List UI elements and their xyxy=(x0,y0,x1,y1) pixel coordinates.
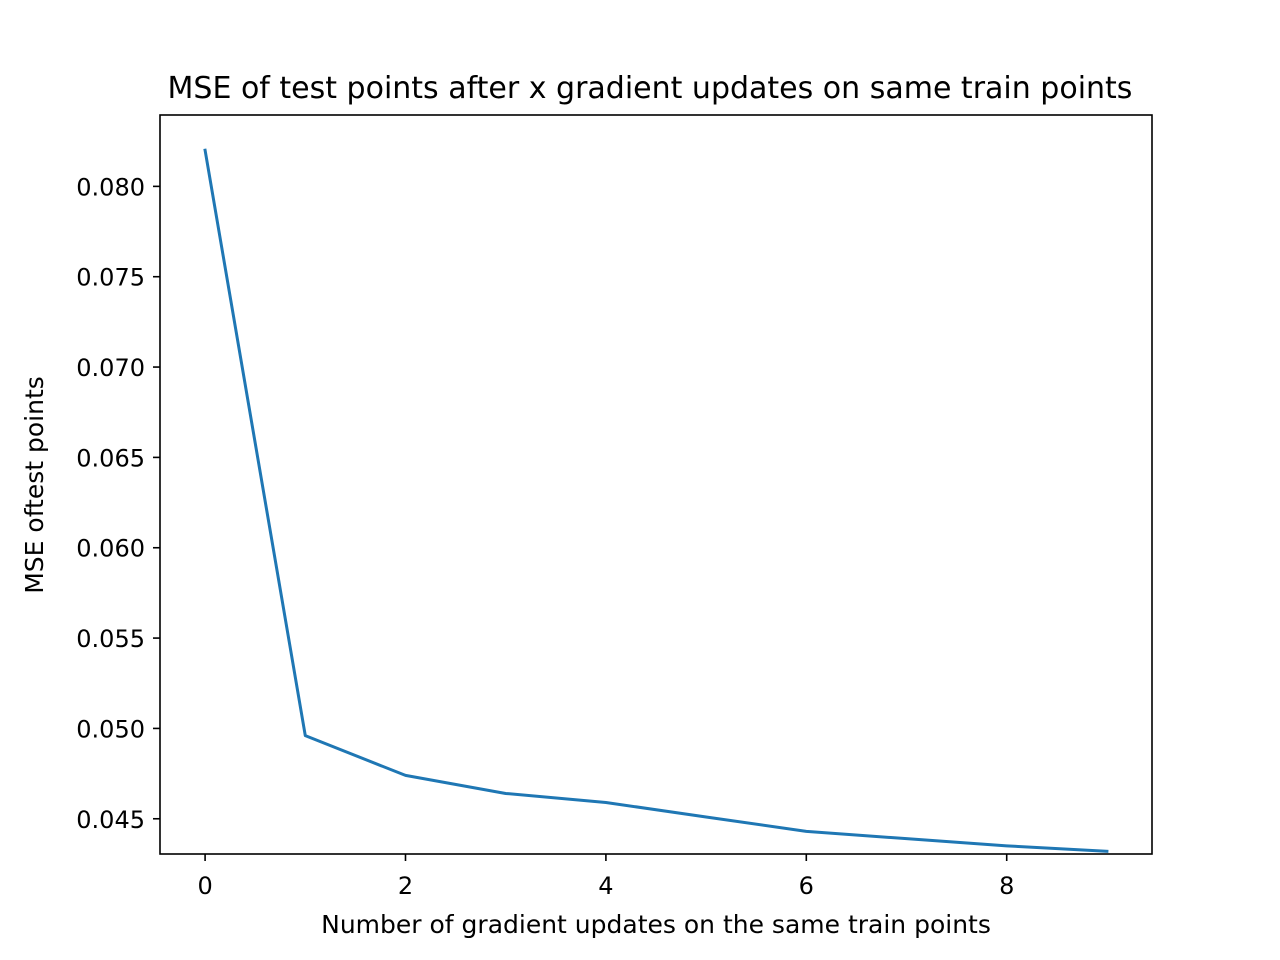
y-tick-label: 0.060 xyxy=(76,535,145,563)
y-tick-label: 0.055 xyxy=(76,625,145,653)
y-tick-label: 0.045 xyxy=(76,806,145,834)
plot-frame xyxy=(159,114,1153,855)
y-axis-label: MSE oftest points xyxy=(20,376,49,594)
y-tick-label: 0.075 xyxy=(76,264,145,292)
x-axis-ticks: 0 2 4 6 8 xyxy=(197,854,1014,900)
x-tick-label: 2 xyxy=(398,872,413,900)
y-tick-label: 0.080 xyxy=(76,173,145,201)
x-tick-label: 4 xyxy=(598,872,613,900)
y-axis-ticks: 0.045 0.050 0.055 0.060 0.065 0.070 0.075 0.080 xyxy=(76,173,160,834)
y-tick-label: 0.070 xyxy=(76,354,145,382)
x-axis-label: Number of gradient updates on the same t… xyxy=(321,910,991,939)
x-tick-label: 8 xyxy=(999,872,1014,900)
y-tick-label: 0.065 xyxy=(76,444,145,472)
x-tick-label: 6 xyxy=(799,872,814,900)
series-line-0 xyxy=(203,148,1109,853)
x-tick-label: 0 xyxy=(197,872,212,900)
y-tick-label: 0.050 xyxy=(76,715,145,743)
series-layer xyxy=(203,148,1109,853)
chart-title: MSE of test points after x gradient upda… xyxy=(168,71,1133,106)
